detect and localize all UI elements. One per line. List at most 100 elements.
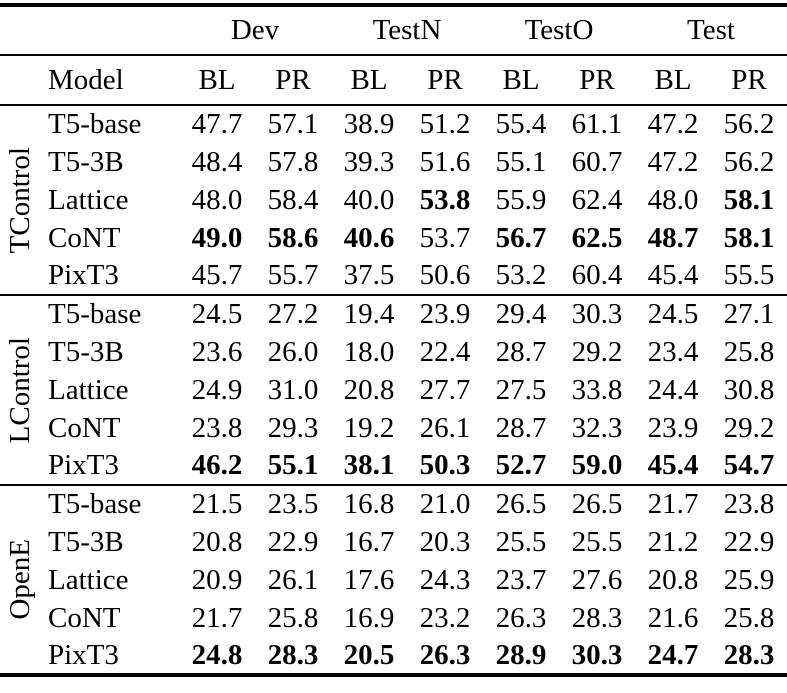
metric-cell: 47.2 (647, 108, 699, 140)
metric-cell: 23.7 (495, 563, 547, 596)
section-label-opene: OpenE (3, 539, 36, 620)
model-name: T5-base (48, 108, 142, 140)
metric-cell: 20.8 (647, 563, 699, 596)
metric-cell: 23.8 (711, 484, 787, 523)
model-name: T5-base (40, 484, 179, 523)
metric-cell: 55.4 (495, 108, 547, 140)
model-name: T5-3B (48, 335, 124, 368)
metric-cell: 58.4 (267, 183, 319, 216)
section-label-cell: OpenE (0, 484, 40, 675)
section-label-tcontrol: TControl (3, 146, 36, 254)
metric-cell: 56.2 (723, 145, 775, 178)
metric-cell: 16.8 (331, 484, 407, 523)
model-name: T5-3B (48, 525, 124, 558)
table-row: Lattice 24.9 31.0 20.8 27.7 27.5 33.8 24… (0, 371, 787, 409)
metric-cell: 48.7 (647, 221, 699, 254)
metric-cell: 58.1 (723, 221, 775, 254)
metric-cell: 54.7 (723, 449, 775, 481)
metric-cell: 22.4 (419, 335, 471, 368)
metric-cell: 48.0 (191, 183, 243, 216)
metric-cell: 47.7 (191, 108, 243, 140)
metric-cell: 23.6 (191, 335, 243, 368)
metric-cell: 59.0 (571, 449, 623, 481)
metric-cell: 28.3 (571, 601, 623, 634)
metric-cell: 55.1 (495, 145, 547, 178)
col-header-pr: PR (407, 55, 483, 106)
metric-cell: 60.7 (571, 145, 623, 178)
metric-cell: 45.7 (191, 259, 243, 291)
metric-cell: 24.4 (647, 373, 699, 406)
metric-cell: 25.8 (723, 601, 775, 634)
metric-cell: 24.9 (191, 373, 243, 406)
metric-cell: 26.1 (419, 411, 471, 444)
metric-cell: 28.9 (495, 638, 547, 671)
metric-cell: 53.8 (419, 183, 471, 216)
metric-cell: 57.8 (267, 145, 319, 178)
metric-cell: 27.1 (711, 294, 787, 333)
metric-cell: 50.3 (419, 449, 471, 481)
results-table: Dev TestN TestO Test Model BL PR BL PR B… (0, 3, 787, 677)
col-header-pr: PR (255, 55, 331, 106)
metric-cell: 24.5 (635, 294, 711, 333)
metric-cell: 27.7 (419, 373, 471, 406)
metric-cell: 55.7 (267, 259, 319, 291)
metric-cell: 21.2 (647, 525, 699, 558)
metric-cell: 24.5 (179, 294, 255, 333)
metric-cell: 22.9 (723, 525, 775, 558)
table-row: Lattice 20.9 26.1 17.6 24.3 23.7 27.6 20… (0, 561, 787, 599)
model-name: PixT3 (48, 638, 119, 671)
metric-cell: 29.2 (723, 411, 775, 444)
metric-cell: 55.9 (495, 183, 547, 216)
metric-cell: 28.3 (267, 638, 319, 671)
header-spacer (0, 55, 40, 106)
metric-cell: 61.1 (571, 108, 623, 140)
model-name: Lattice (48, 183, 129, 216)
metric-cell: 38.9 (343, 108, 395, 140)
table-row: T5-3B 23.6 26.0 18.0 22.4 28.7 29.2 23.4… (0, 333, 787, 371)
metric-cell: 23.9 (407, 294, 483, 333)
metric-cell: 48.4 (191, 145, 243, 178)
metric-cell: 26.3 (495, 601, 547, 634)
table-row: T5-3B 48.4 57.8 39.3 51.6 55.1 60.7 47.2… (0, 143, 787, 181)
metric-cell: 25.8 (267, 601, 319, 634)
metric-cell: 21.0 (407, 484, 483, 523)
metric-cell: 40.0 (343, 183, 395, 216)
metric-cell: 23.5 (255, 484, 331, 523)
metric-cell: 58.1 (723, 183, 775, 216)
metric-cell: 24.3 (419, 563, 471, 596)
metric-cell: 25.5 (495, 525, 547, 558)
metric-cell: 56.7 (495, 221, 547, 254)
metric-cell: 23.2 (419, 601, 471, 634)
metric-cell: 21.5 (179, 484, 255, 523)
model-name: CoNT (48, 411, 121, 444)
metric-cell: 27.6 (571, 563, 623, 596)
metric-cell: 27.2 (255, 294, 331, 333)
section-lcontrol: LControl T5-base 24.5 27.2 19.4 23.9 29.… (0, 294, 787, 485)
metric-cell: 51.6 (419, 145, 471, 178)
metric-cell: 51.2 (419, 108, 471, 140)
section-label-cell: LControl (0, 294, 40, 485)
metric-cell: 24.7 (647, 638, 699, 671)
metric-cell: 28.7 (495, 335, 547, 368)
section-label-lcontrol: LControl (3, 336, 36, 444)
col-group-testo: TestO (483, 5, 635, 56)
metric-cell: 25.5 (571, 525, 623, 558)
metric-cell: 26.3 (419, 638, 471, 671)
metric-cell: 45.4 (647, 449, 699, 481)
metric-cell: 20.3 (419, 525, 471, 558)
metric-cell: 21.7 (191, 601, 243, 634)
col-header-pr: PR (711, 55, 787, 106)
metric-cell: 55.1 (267, 449, 319, 481)
metric-cell: 16.9 (343, 601, 395, 634)
metric-cell: 23.9 (647, 411, 699, 444)
model-name: PixT3 (48, 449, 119, 481)
table-row: TControl T5-base 47.7 57.1 38.9 51.2 55.… (0, 105, 787, 253)
metric-cell: 55.5 (723, 259, 775, 291)
section-label-cell: TControl (0, 105, 40, 295)
table-row: CoNT 23.8 29.3 19.2 26.1 28.7 32.3 23.9 … (0, 409, 787, 447)
metric-cell: 17.6 (343, 563, 395, 596)
model-name: T5-3B (48, 145, 124, 178)
metric-cell: 29.2 (571, 335, 623, 368)
metric-cell: 27.5 (495, 373, 547, 406)
